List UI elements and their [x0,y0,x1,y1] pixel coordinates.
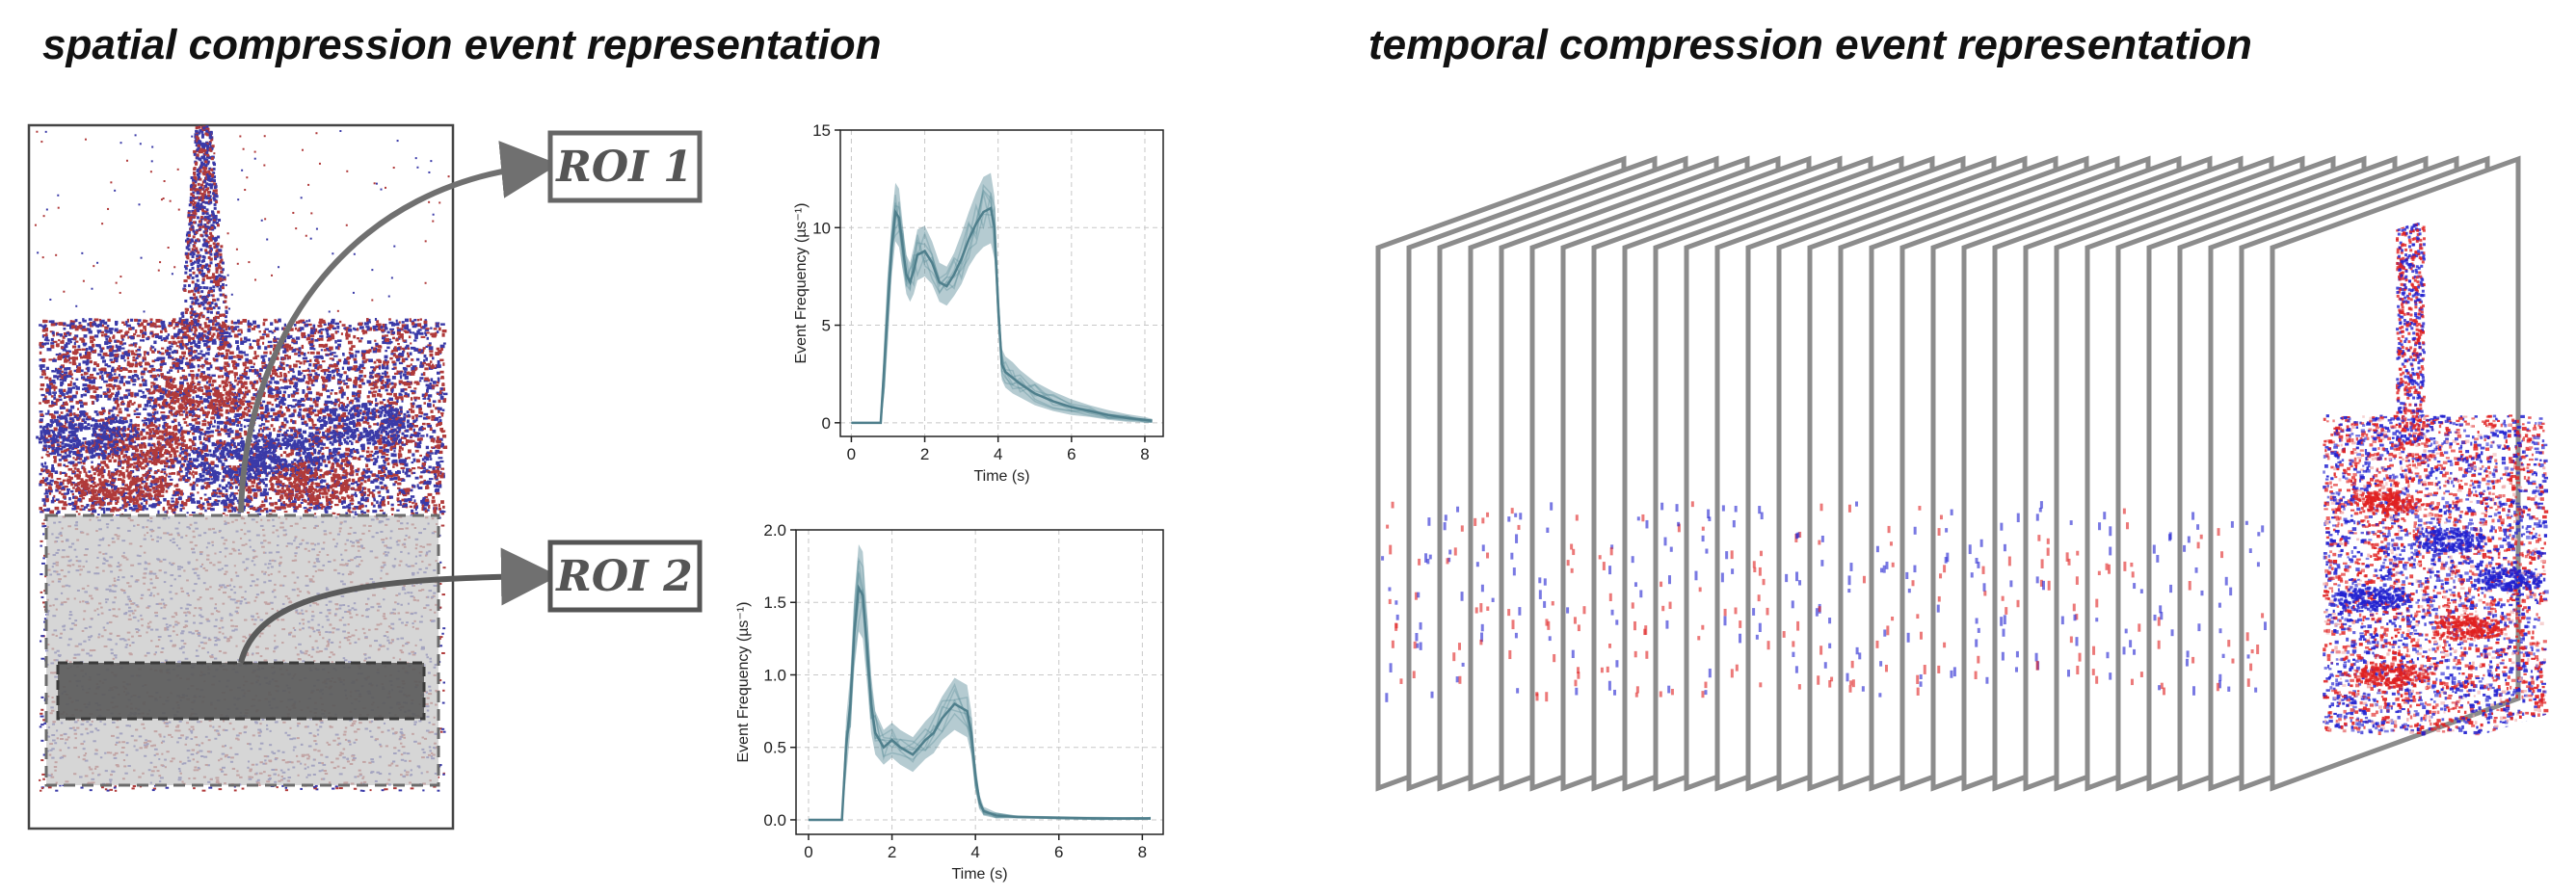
y-tick-label: 2.0 [763,521,786,540]
front-frame-events [2323,222,2549,736]
y-tick-label: 5 [822,317,831,335]
x-tick-label: 4 [994,445,1002,463]
roi2-label: ROI 2 [554,552,692,601]
roi1-label: ROI 1 [554,143,692,192]
x-tick-label: 0 [804,843,812,861]
x-tick-label: 0 [847,445,856,463]
roi2-frequency-chart: 0 2 4 6 8 0.0 0.5 1.0 1.5 2.0 Time (s) Event Freque… [735,521,1164,883]
roi2-arrow [238,547,559,664]
roi1-frequency-chart: 0 2 4 6 8 0 5 10 15 Time (s) Event Frequency (µs⁻¹… [793,121,1164,485]
y-tick-label: 15 [812,121,831,140]
y-tick-label: 10 [812,219,831,237]
y-axis-label: Event Frequency (µs⁻¹) [735,601,752,762]
x-tick-label: 2 [888,843,896,861]
temporal-frame-stack [1375,155,2549,792]
temporal-title: temporal compression event representatio… [1368,21,2252,68]
y-tick-label: 0.0 [763,811,786,830]
x-tick-label: 4 [970,843,979,861]
x-tick-label: 8 [1138,843,1147,861]
y-tick-label: 0 [822,414,831,433]
series-line [851,206,1153,425]
y-axis-label: Event Frequency (µs⁻¹) [793,202,810,363]
spatial-title: spatial compression event representation [42,21,882,68]
y-tick-label: 1.5 [763,593,786,612]
y-tick-label: 0.5 [763,739,786,757]
roi2-region [56,661,426,721]
x-tick-label: 6 [1067,445,1076,463]
series-line [808,584,1152,822]
x-tick-label: 2 [920,445,929,463]
x-tick-label: 6 [1054,843,1063,861]
roi2-label-box: ROI 2 [547,540,703,613]
x-tick-label: 8 [1140,445,1149,463]
y-tick-label: 1.0 [763,666,786,684]
roi1-label-box: ROI 1 [547,130,703,203]
series-band [851,172,1153,423]
roi1-arrow [238,141,559,514]
series-band [808,544,1152,820]
x-axis-label: Time (s) [951,866,1007,883]
x-axis-label: Time (s) [973,468,1029,485]
